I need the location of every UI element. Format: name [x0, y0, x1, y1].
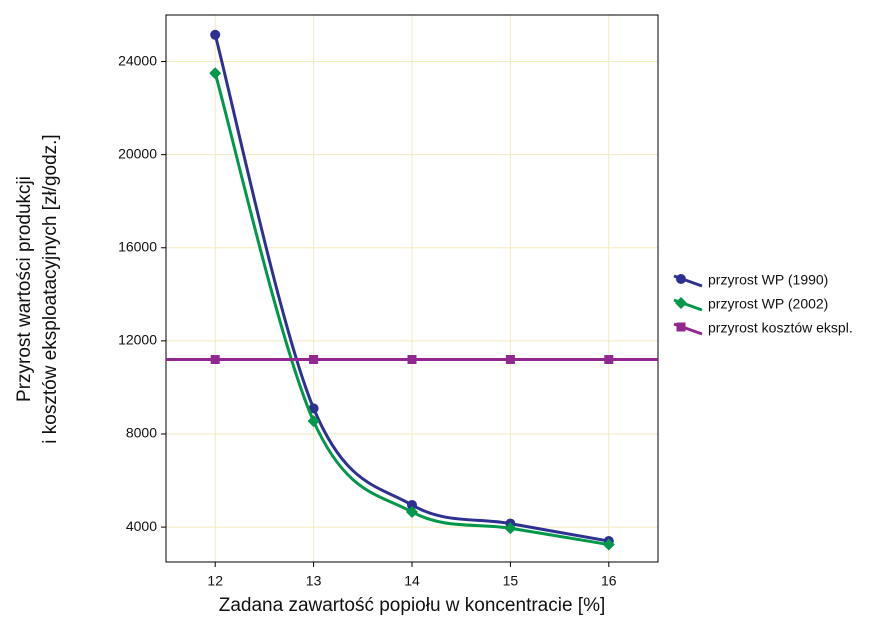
marker [602, 538, 615, 551]
marker [308, 403, 319, 414]
plot-frame [165, 14, 659, 563]
marker [505, 354, 515, 364]
marker [210, 354, 220, 364]
marker [604, 354, 614, 364]
legend-label: przyrost WP (2002) [708, 296, 828, 312]
marker [209, 67, 222, 80]
marker [676, 322, 686, 332]
x-axis-label: Zadana zawartość popiołu w koncentracie … [219, 595, 606, 616]
x-tick-label: 14 [404, 573, 420, 589]
y-tick-label: 24000 [118, 52, 157, 68]
y-tick-label: 8000 [126, 425, 157, 441]
y-axis-label: i kosztów eksploatacyjnych [zł/godz.] [40, 134, 61, 443]
x-tick-label: 15 [503, 573, 519, 589]
y-axis-label: Przyrost wartości produkcji [14, 176, 35, 402]
legend-label: przyrost kosztów ekspl. [708, 320, 853, 336]
marker [407, 499, 417, 510]
legend-label: przyrost WP (1990) [708, 272, 828, 288]
series-line [213, 72, 610, 547]
marker [676, 274, 686, 284]
series-line [213, 34, 610, 543]
marker [307, 415, 320, 428]
x-tick-label: 13 [306, 573, 322, 589]
marker [406, 505, 418, 518]
marker [675, 297, 687, 309]
y-tick-label: 16000 [118, 238, 157, 254]
marker [504, 522, 517, 535]
y-tick-label: 20000 [118, 145, 157, 161]
y-tick-label: 12000 [118, 332, 157, 348]
marker [407, 354, 417, 364]
marker [210, 29, 221, 40]
x-tick-label: 12 [207, 573, 223, 589]
y-tick-label: 4000 [126, 518, 157, 534]
marker [309, 354, 319, 364]
x-tick-label: 16 [601, 573, 617, 589]
